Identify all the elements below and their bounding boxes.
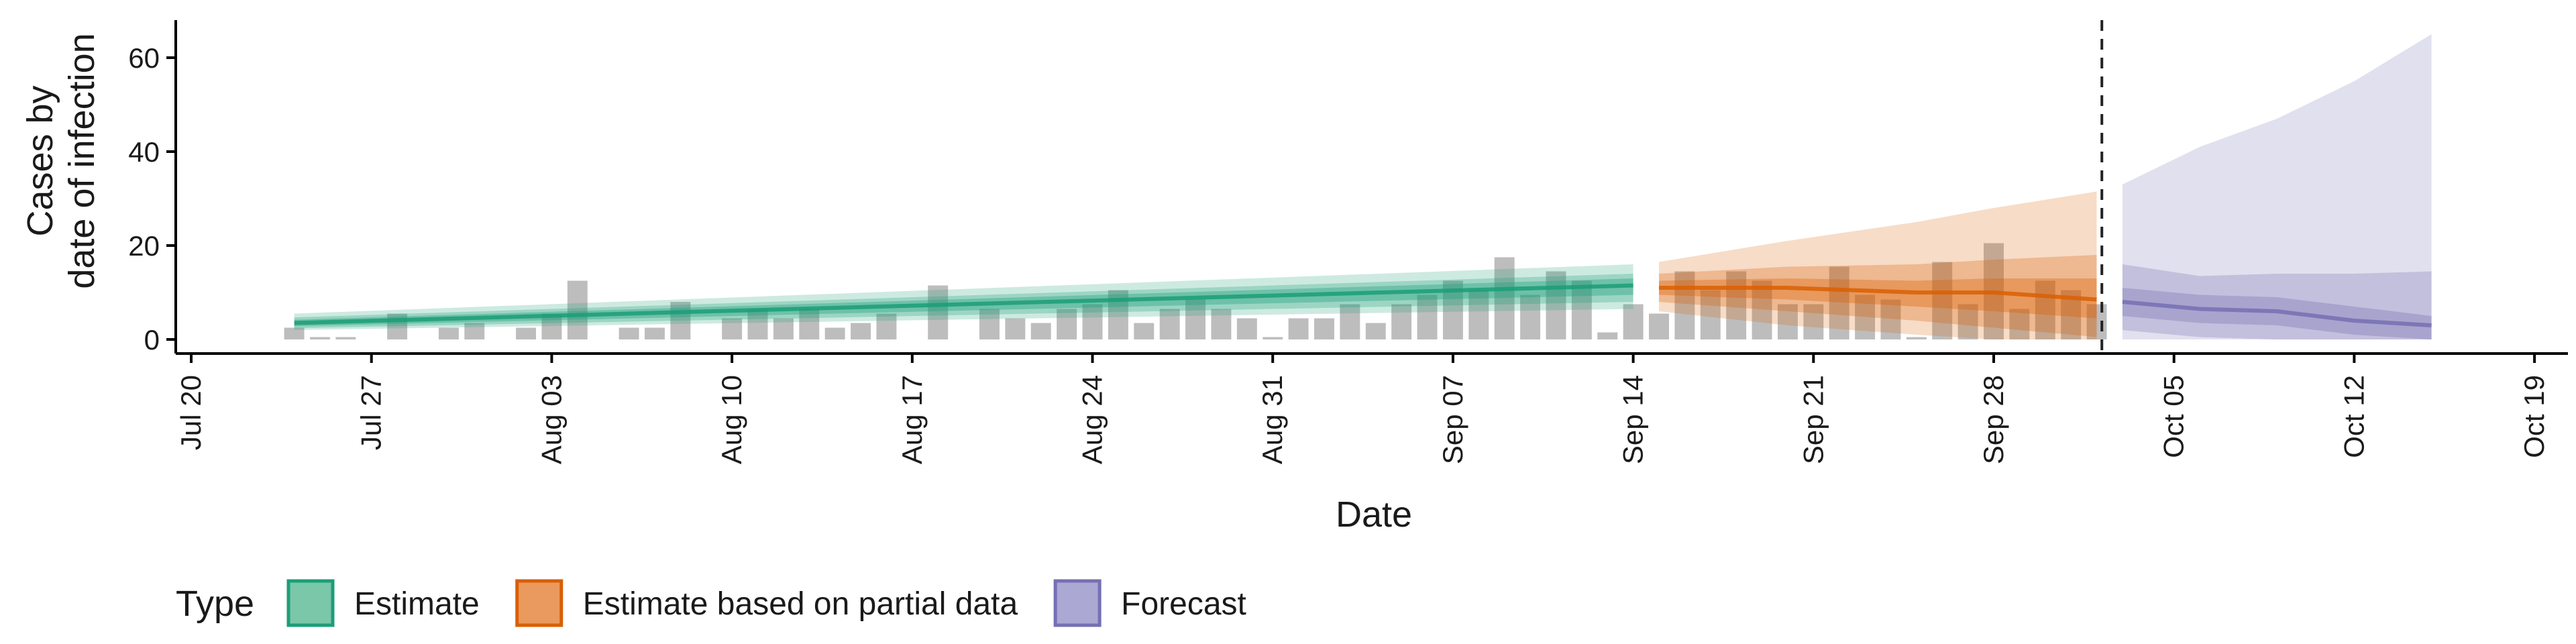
x-tick-label: Jul 20	[175, 375, 207, 450]
case-bar	[1314, 318, 1334, 339]
case-bar	[876, 313, 897, 339]
case-bar	[1932, 262, 1953, 339]
case-bar	[619, 327, 639, 339]
case-bar	[824, 327, 845, 339]
y-tick-label: 60	[128, 42, 160, 74]
axes-layer: 0 20 40 60 Jul 20 Jul 27 Aug 03 Aug 10 Aug 17 Aug…	[128, 20, 2568, 464]
x-tick-label: Aug 17	[896, 375, 928, 464]
case-bar	[1340, 304, 1360, 339]
case-bar	[1752, 280, 1772, 339]
case-bar	[464, 323, 485, 339]
case-bar	[1057, 309, 1077, 339]
case-bar	[1494, 257, 1515, 339]
case-bar	[722, 318, 743, 339]
case-bar	[1185, 299, 1206, 339]
case-bar	[1468, 290, 1489, 339]
case-bar	[1777, 304, 1798, 339]
case-bar	[1236, 318, 1257, 339]
case-bar	[1005, 318, 1026, 339]
case-bar	[670, 302, 691, 339]
case-bar	[1417, 294, 1438, 339]
case-bar	[1391, 304, 1412, 339]
x-tick-label: Aug 31	[1256, 375, 1288, 464]
estimate-based-on-partial-data-median-line	[1659, 286, 2097, 302]
x-tick-label: Jul 27	[356, 375, 387, 450]
case-bar	[1623, 304, 1644, 339]
x-tick-label: Sep 21	[1797, 375, 1829, 464]
case-bar	[1957, 304, 1978, 339]
case-bar	[1597, 332, 1618, 339]
case-bar	[644, 327, 665, 339]
case-bar	[1365, 323, 1386, 339]
case-bar	[1211, 309, 1232, 339]
case-bar	[1906, 337, 1927, 339]
estimate-based-on-partial-data-outer-band	[1659, 191, 2097, 339]
case-bar	[851, 323, 871, 339]
case-bar	[979, 309, 1000, 339]
case-bar	[438, 327, 459, 339]
x-tick-label: Sep 28	[1978, 375, 2009, 464]
case-bar	[2086, 304, 2107, 339]
case-bar	[567, 280, 588, 339]
forecast-inner-band	[2122, 288, 2432, 339]
case-bar	[1263, 337, 1283, 339]
case-bar	[284, 327, 305, 339]
x-tick-label: Sep 07	[1437, 375, 1468, 464]
case-bar	[1829, 266, 1849, 339]
x-tick-label: Oct 12	[2338, 375, 2369, 458]
x-tick-label: Sep 14	[1617, 375, 1649, 464]
case-bar	[2009, 309, 2030, 339]
estimate-based-on-partial-data-mid-band	[1659, 255, 2097, 337]
case-bar	[1880, 299, 1901, 339]
estimate-median-line	[294, 283, 1633, 325]
legend-title: Type	[176, 584, 254, 624]
case-bar	[335, 337, 356, 339]
case-bar	[1803, 304, 1824, 339]
case-bar	[1082, 304, 1103, 339]
legend: Type Estimate Estimate based on partial da…	[176, 579, 1246, 627]
bands-layer	[294, 34, 2432, 339]
case-bar	[1030, 323, 1051, 339]
forecast-median-line	[2122, 300, 2432, 327]
legend-swatch	[286, 579, 335, 627]
case-bar	[1288, 318, 1309, 339]
bars-layer	[284, 243, 2107, 339]
x-axis-title: Date	[1336, 494, 1412, 535]
case-bar	[2035, 280, 2055, 339]
x-tick-label: Oct 05	[2158, 375, 2190, 458]
case-bar	[309, 337, 330, 339]
x-tick-label: Aug 24	[1077, 375, 1108, 464]
case-bar	[1855, 294, 1876, 339]
case-bar	[1726, 271, 1747, 339]
legend-label: Estimate	[354, 586, 480, 622]
y-tick-label: 20	[128, 230, 160, 262]
legend-swatch	[1053, 579, 1102, 627]
x-tick-label: Oct 19	[2518, 375, 2550, 458]
case-bar	[1520, 294, 1541, 339]
case-bar	[747, 309, 768, 339]
case-bar	[1546, 271, 1566, 339]
case-bar	[928, 285, 949, 339]
forecast-outer-band	[2122, 34, 2432, 339]
case-bar	[516, 327, 537, 339]
y-axis-title-line-2: date of infection	[62, 33, 102, 288]
legend-label: Forecast	[1121, 586, 1246, 622]
case-bar	[773, 318, 794, 339]
y-tick-label: 0	[144, 324, 160, 356]
x-tick-label: Aug 03	[535, 375, 567, 464]
y-axis-title-line-1: Cases by	[20, 85, 60, 236]
case-bar	[1674, 271, 1695, 339]
legend-swatch	[515, 579, 564, 627]
case-bar	[1159, 309, 1180, 339]
legend-label: Estimate based on partial data	[583, 586, 1018, 622]
case-bar	[1571, 280, 1592, 339]
x-tick-label: Aug 10	[716, 375, 747, 464]
case-bar	[1649, 313, 1669, 339]
case-bar	[1134, 323, 1155, 339]
y-axis-title: Cases by date of infection	[20, 33, 102, 288]
case-bar	[799, 309, 820, 339]
case-bar	[1700, 290, 1721, 339]
y-tick-label: 40	[128, 136, 160, 168]
